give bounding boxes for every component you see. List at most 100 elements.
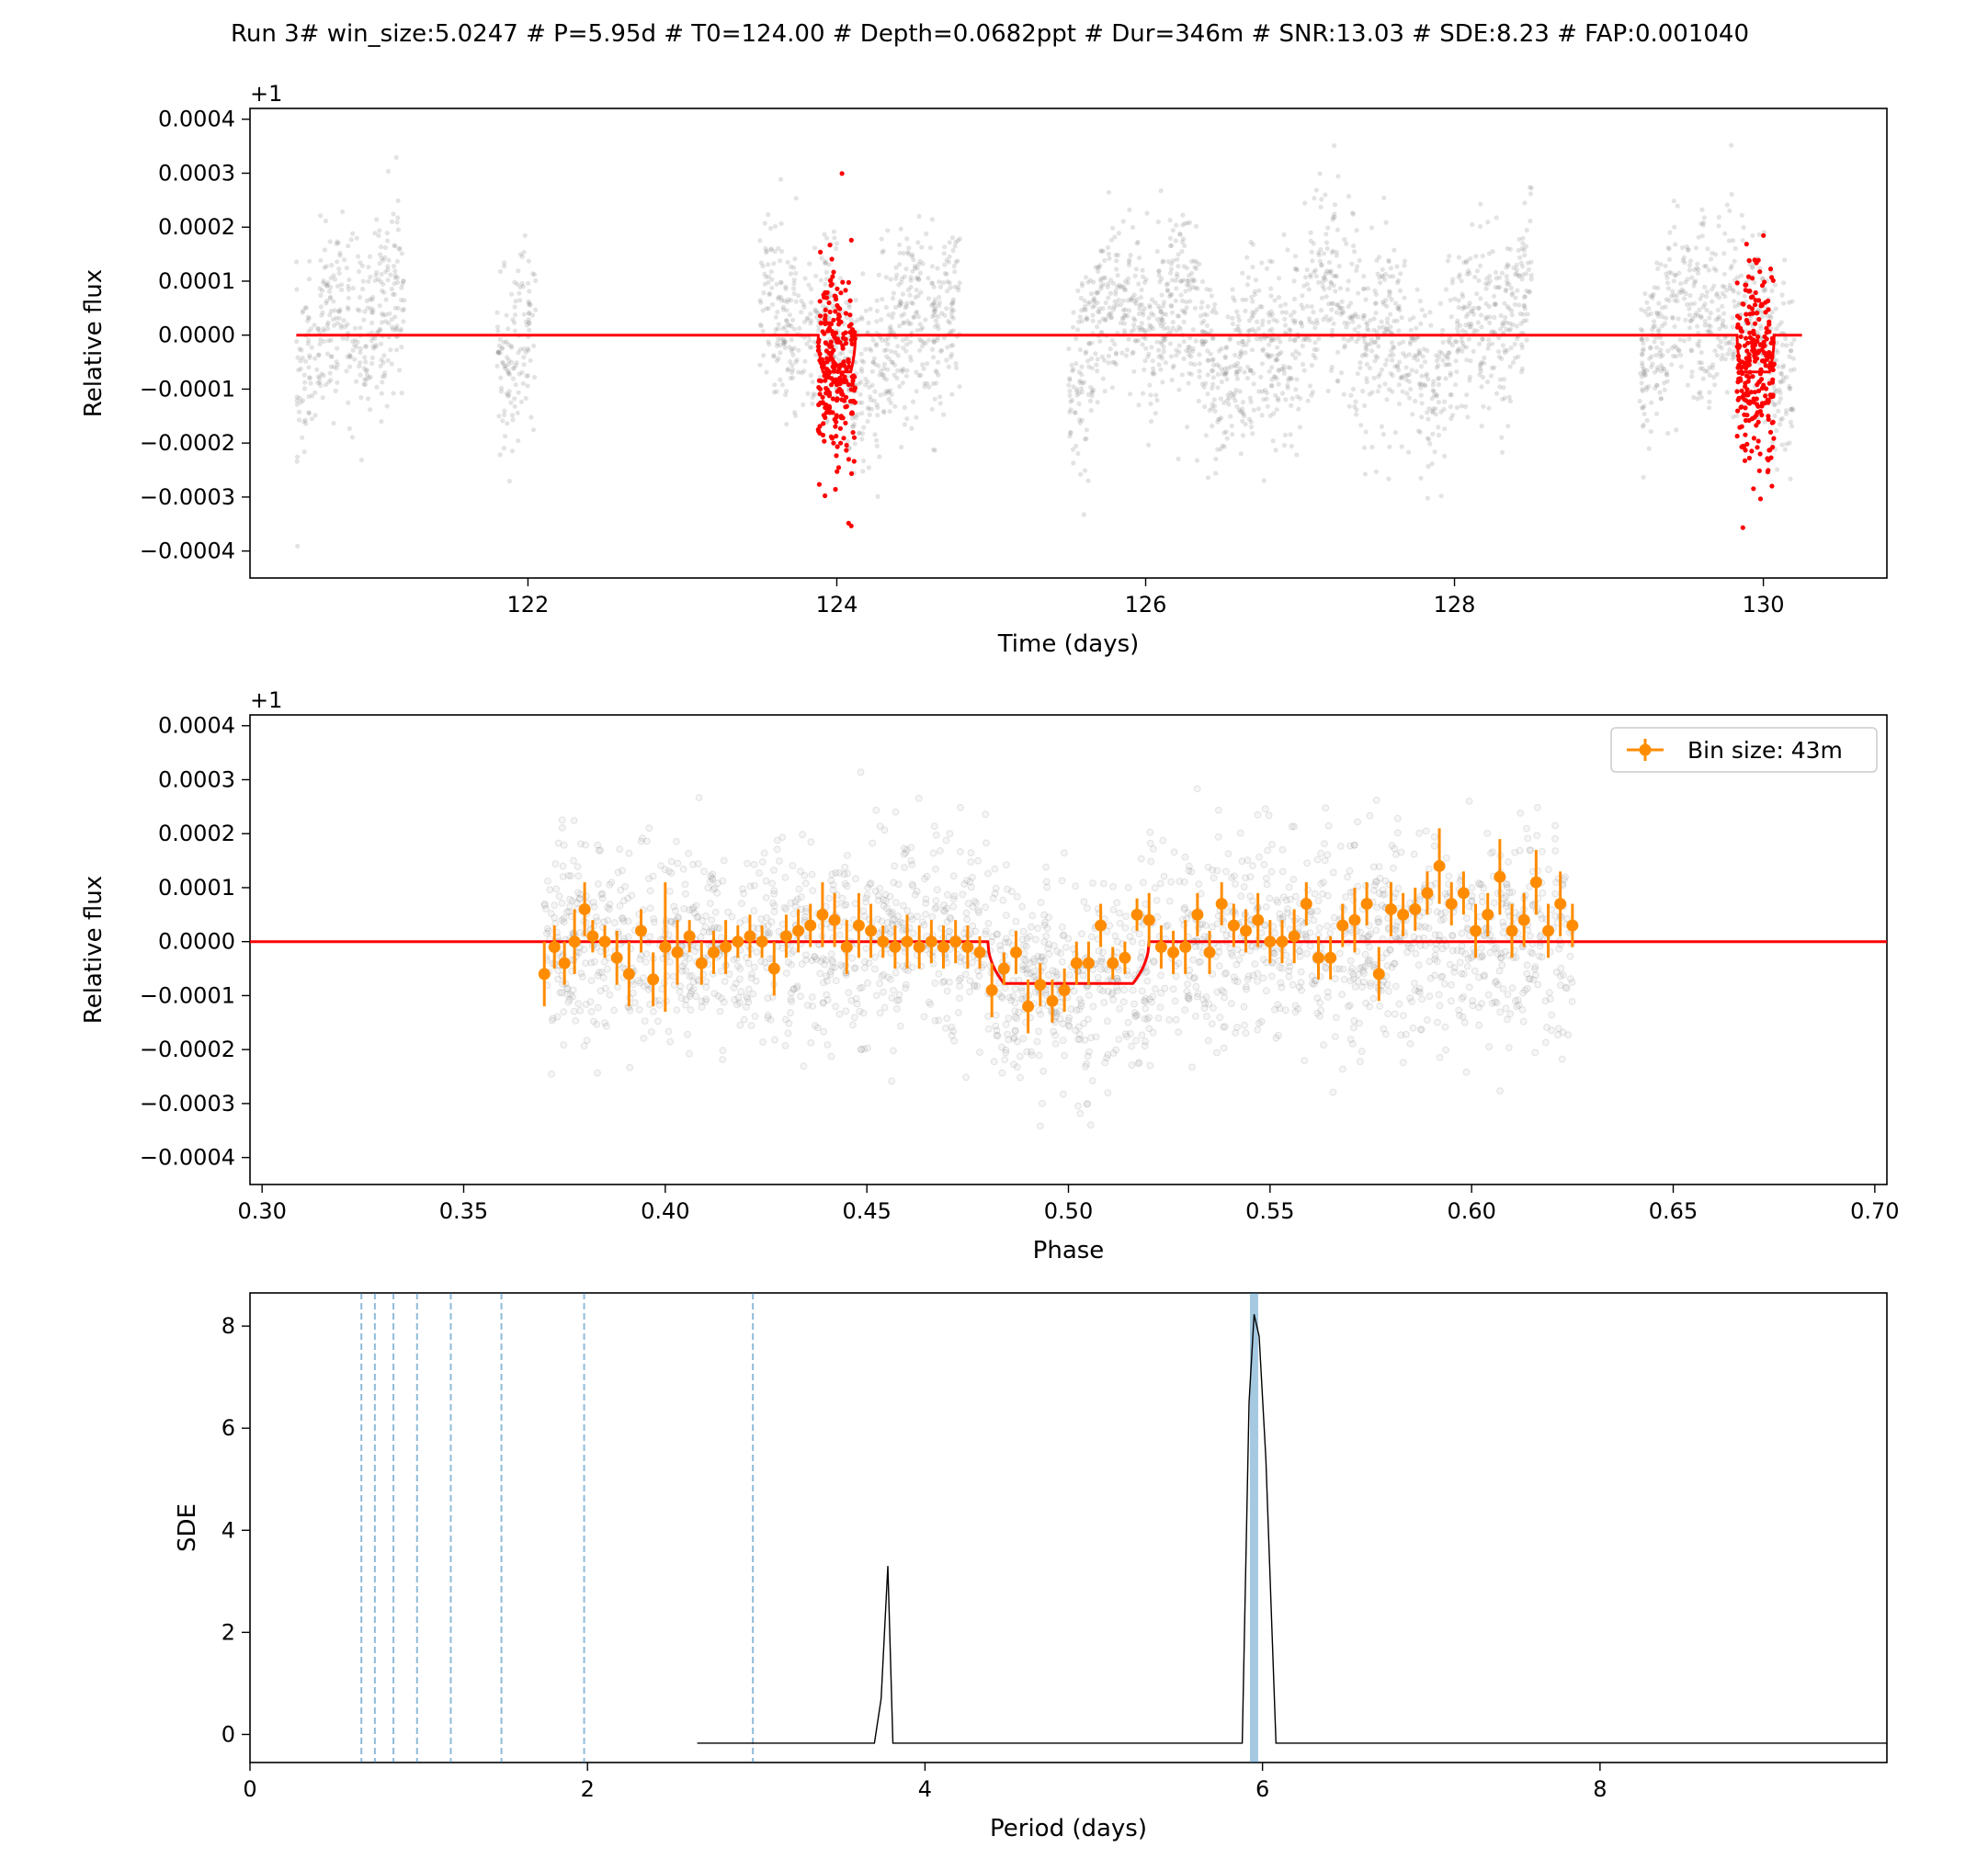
flux-point	[1406, 372, 1412, 378]
flux-point	[1164, 312, 1169, 317]
phase-point	[1465, 798, 1473, 805]
flux-point	[1244, 282, 1250, 288]
in-transit-point	[821, 421, 826, 426]
flux-point	[1316, 336, 1322, 342]
phase-point	[1013, 892, 1021, 901]
phase-point	[933, 886, 941, 894]
flux-point	[360, 278, 366, 284]
flux-point	[1154, 316, 1160, 322]
flux-point	[514, 360, 519, 366]
in-transit-point	[829, 357, 835, 362]
flux-point	[1164, 287, 1170, 293]
flux-point	[361, 317, 367, 323]
flux-point	[774, 281, 779, 287]
phase-point	[1226, 944, 1234, 952]
flux-point	[781, 341, 787, 346]
flux-point	[1128, 391, 1133, 397]
phase-point	[874, 915, 881, 924]
flux-point	[1181, 319, 1187, 324]
flux-point	[1159, 317, 1164, 323]
flux-point	[1434, 391, 1439, 397]
flux-point	[503, 363, 508, 368]
flux-point	[1413, 353, 1418, 358]
flux-point	[897, 384, 903, 390]
flux-point	[1680, 244, 1686, 251]
flux-point	[1710, 365, 1715, 370]
flux-point	[1159, 276, 1164, 281]
flux-point	[1233, 369, 1239, 375]
flux-point	[1272, 336, 1278, 343]
flux-point	[1070, 368, 1075, 374]
flux-point	[1716, 316, 1721, 322]
flux-point	[896, 282, 902, 288]
phase-point	[1369, 887, 1378, 894]
flux-point	[1187, 335, 1193, 341]
flux-point	[1155, 219, 1161, 225]
flux-point	[1650, 295, 1655, 300]
flux-point	[1076, 417, 1083, 423]
flux-point	[1117, 285, 1122, 290]
in-transit-point	[1765, 469, 1770, 475]
flux-point	[1482, 360, 1487, 366]
flux-point	[1436, 400, 1441, 405]
flux-point	[1405, 372, 1411, 378]
flux-point	[916, 278, 922, 283]
flux-point	[1327, 270, 1333, 276]
in-transit-point	[817, 424, 823, 429]
flux-point	[917, 347, 923, 353]
phase-point	[784, 1029, 792, 1037]
flux-point	[369, 306, 374, 312]
phase-point	[554, 839, 562, 847]
flux-point	[346, 306, 351, 312]
flux-point	[1525, 260, 1531, 266]
in-transit-point	[840, 279, 846, 285]
flux-point	[1126, 262, 1131, 267]
flux-point	[869, 406, 875, 412]
phase-point	[1406, 899, 1414, 907]
phase-point	[798, 960, 806, 968]
flux-point	[950, 300, 956, 305]
flux-point	[1386, 293, 1392, 299]
flux-point	[1253, 278, 1258, 283]
flux-point	[1395, 305, 1401, 311]
flux-point	[1669, 270, 1675, 276]
flux-point	[889, 391, 894, 397]
flux-point	[1219, 415, 1224, 421]
flux-point	[1267, 258, 1273, 264]
flux-point	[1161, 258, 1166, 264]
flux-point	[1074, 336, 1079, 342]
flux-point	[920, 261, 926, 266]
flux-point	[1192, 278, 1198, 283]
phase-point	[922, 900, 930, 907]
flux-point	[1459, 403, 1464, 409]
flux-point	[1117, 282, 1122, 288]
flux-point	[1415, 428, 1421, 434]
flux-point	[1727, 282, 1732, 288]
flux-point	[1660, 366, 1665, 371]
flux-point	[1168, 292, 1174, 298]
flux-point	[1783, 411, 1789, 416]
flux-point	[1458, 323, 1463, 328]
flux-point	[1308, 274, 1313, 279]
flux-point	[1235, 326, 1241, 333]
flux-point	[1066, 346, 1072, 352]
flux-point	[1508, 346, 1514, 351]
flux-point	[769, 277, 775, 282]
flux-point	[1112, 234, 1118, 240]
in-transit-point	[1759, 402, 1765, 409]
flux-point	[1702, 301, 1708, 307]
flux-point	[1134, 241, 1140, 246]
flux-point	[933, 368, 938, 374]
flux-point	[868, 397, 874, 402]
flux-point	[494, 363, 500, 368]
flux-point	[502, 408, 507, 414]
flux-point	[380, 380, 385, 385]
flux-point	[1642, 368, 1647, 373]
flux-point	[1082, 304, 1087, 310]
phase-point	[597, 890, 606, 899]
in-transit-point	[817, 391, 823, 397]
flux-point	[1409, 368, 1414, 373]
flux-point	[1134, 297, 1140, 302]
flux-point	[1267, 319, 1272, 324]
flux-point	[760, 328, 766, 334]
